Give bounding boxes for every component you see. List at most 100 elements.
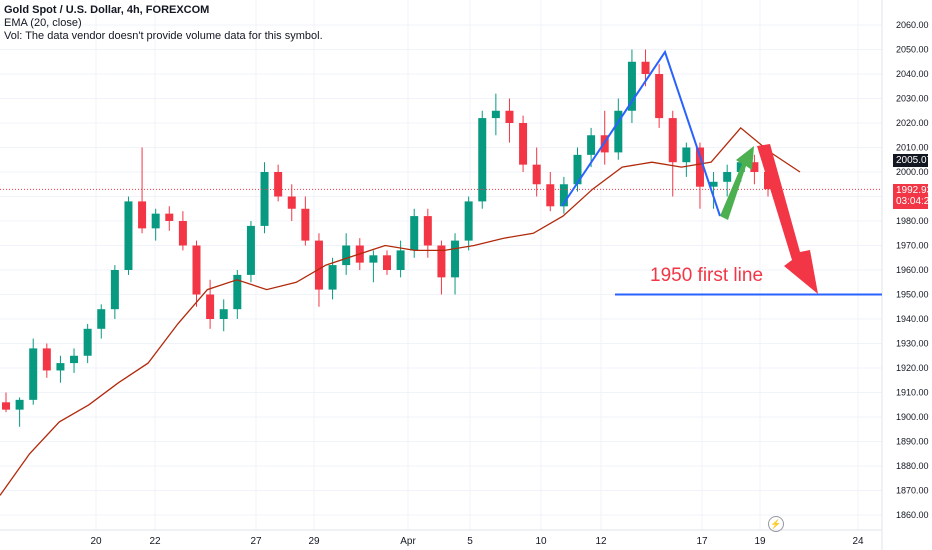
candle-body	[559, 184, 568, 207]
y-tick-label: 2010.00	[896, 143, 929, 153]
candle-body	[233, 274, 242, 310]
candle-body	[83, 328, 92, 356]
y-tick-label: 2020.00	[896, 118, 929, 128]
y-tick-label: 2030.00	[896, 94, 929, 104]
candle-body	[451, 240, 460, 278]
last-price: 1992.93	[896, 185, 932, 196]
lightning-icon[interactable]: ⚡	[768, 516, 784, 532]
candle-body	[328, 265, 337, 290]
y-tick-label: 1920.00	[896, 363, 929, 373]
candle-body	[70, 355, 79, 364]
x-tick-label: 24	[852, 536, 864, 547]
candle-body	[165, 213, 174, 221]
candle-body	[151, 213, 160, 229]
y-tick-label: 1880.00	[896, 461, 929, 471]
ema-value-tag: 2005.07	[893, 154, 932, 167]
green-up-arrow	[720, 146, 754, 220]
y-tick-label: 1980.00	[896, 216, 929, 226]
x-tick-label: 19	[754, 536, 766, 547]
candle-body	[314, 240, 323, 290]
candle-body	[682, 147, 691, 163]
legend-ema: EMA (20, close)	[4, 17, 82, 29]
candle-body	[206, 294, 215, 319]
candle-body	[641, 61, 650, 74]
y-tick-label: 1910.00	[896, 388, 929, 398]
candle-body	[260, 172, 269, 226]
x-tick-label: 20	[90, 536, 102, 547]
x-tick-label: 29	[308, 536, 320, 547]
y-tick-label: 1950.00	[896, 290, 929, 300]
candle-body	[178, 221, 187, 246]
candle-body	[42, 348, 51, 371]
candle-body	[124, 201, 133, 270]
candle-body	[478, 118, 487, 202]
y-tick-label: 1900.00	[896, 412, 929, 422]
y-tick-label: 1970.00	[896, 241, 929, 251]
candle-body	[532, 164, 541, 185]
y-tick-label: 1890.00	[896, 437, 929, 447]
y-tick-label: 1930.00	[896, 339, 929, 349]
candle-body	[219, 309, 228, 319]
candle-body	[750, 162, 759, 172]
candle-body	[437, 245, 446, 278]
ema-line	[0, 126, 801, 496]
y-tick-label: 1860.00	[896, 510, 929, 520]
candle-body	[614, 110, 623, 153]
candle-body	[15, 399, 24, 410]
candle-body	[723, 172, 732, 182]
candle-body	[383, 255, 391, 270]
candle-body	[709, 181, 718, 187]
y-tick-label: 2060.00	[896, 20, 929, 30]
candle-body	[110, 270, 119, 310]
candle-body	[505, 110, 514, 123]
level-annotation: 1950 first line	[650, 265, 763, 286]
y-tick-label: 1940.00	[896, 314, 929, 324]
last-price-tag: 1992.93 03:04:20	[893, 184, 932, 209]
candle-body	[369, 255, 378, 263]
chart-legend: Gold Spot / U.S. Dollar, 4h, FOREXCOM EM…	[4, 4, 323, 43]
red-down-arrow	[757, 144, 818, 294]
x-tick-label: 10	[535, 536, 547, 547]
candle-body	[192, 245, 201, 295]
zigzag-line	[561, 49, 721, 217]
candle-body	[287, 196, 296, 209]
candle-body	[655, 74, 664, 119]
candle-body	[56, 363, 65, 371]
candle-body	[29, 348, 38, 400]
candle-body	[396, 250, 405, 270]
candle-body	[138, 201, 147, 229]
candle-body	[410, 216, 419, 251]
candle-body	[301, 208, 310, 241]
candle-body	[546, 184, 555, 207]
legend-title: Gold Spot / U.S. Dollar, 4h, FOREXCOM	[4, 4, 210, 16]
candle-body	[668, 118, 677, 163]
candle-body	[519, 123, 528, 165]
y-tick-label: 1960.00	[896, 265, 929, 275]
x-tick-label: 5	[467, 536, 473, 547]
candle-body	[97, 309, 106, 329]
x-tick-label: 22	[149, 536, 161, 547]
legend-volume-note: Vol: The data vendor doesn't provide vol…	[4, 30, 323, 42]
candle-body	[274, 172, 283, 197]
x-tick-label: 27	[250, 536, 262, 547]
x-tick-label: 17	[696, 536, 708, 547]
candle-body	[423, 216, 432, 246]
candle-body	[695, 147, 704, 187]
candle-body	[573, 154, 582, 185]
x-tick-label: Apr	[400, 536, 416, 547]
candle-body	[464, 201, 473, 241]
y-tick-label: 2050.00	[896, 45, 929, 55]
y-tick-label: 1870.00	[896, 486, 929, 496]
y-tick-label: 2000.00	[896, 167, 929, 177]
candle-body	[491, 110, 500, 119]
x-tick-label: 12	[595, 536, 607, 547]
price-axis-panel	[882, 0, 932, 550]
bar-countdown: 03:04:20	[896, 196, 932, 207]
candle-body	[2, 402, 10, 410]
candle-body	[587, 135, 596, 155]
candle-body	[627, 61, 636, 111]
candle-body	[342, 245, 351, 266]
candle-body	[246, 225, 255, 275]
y-tick-label: 2040.00	[896, 69, 929, 79]
